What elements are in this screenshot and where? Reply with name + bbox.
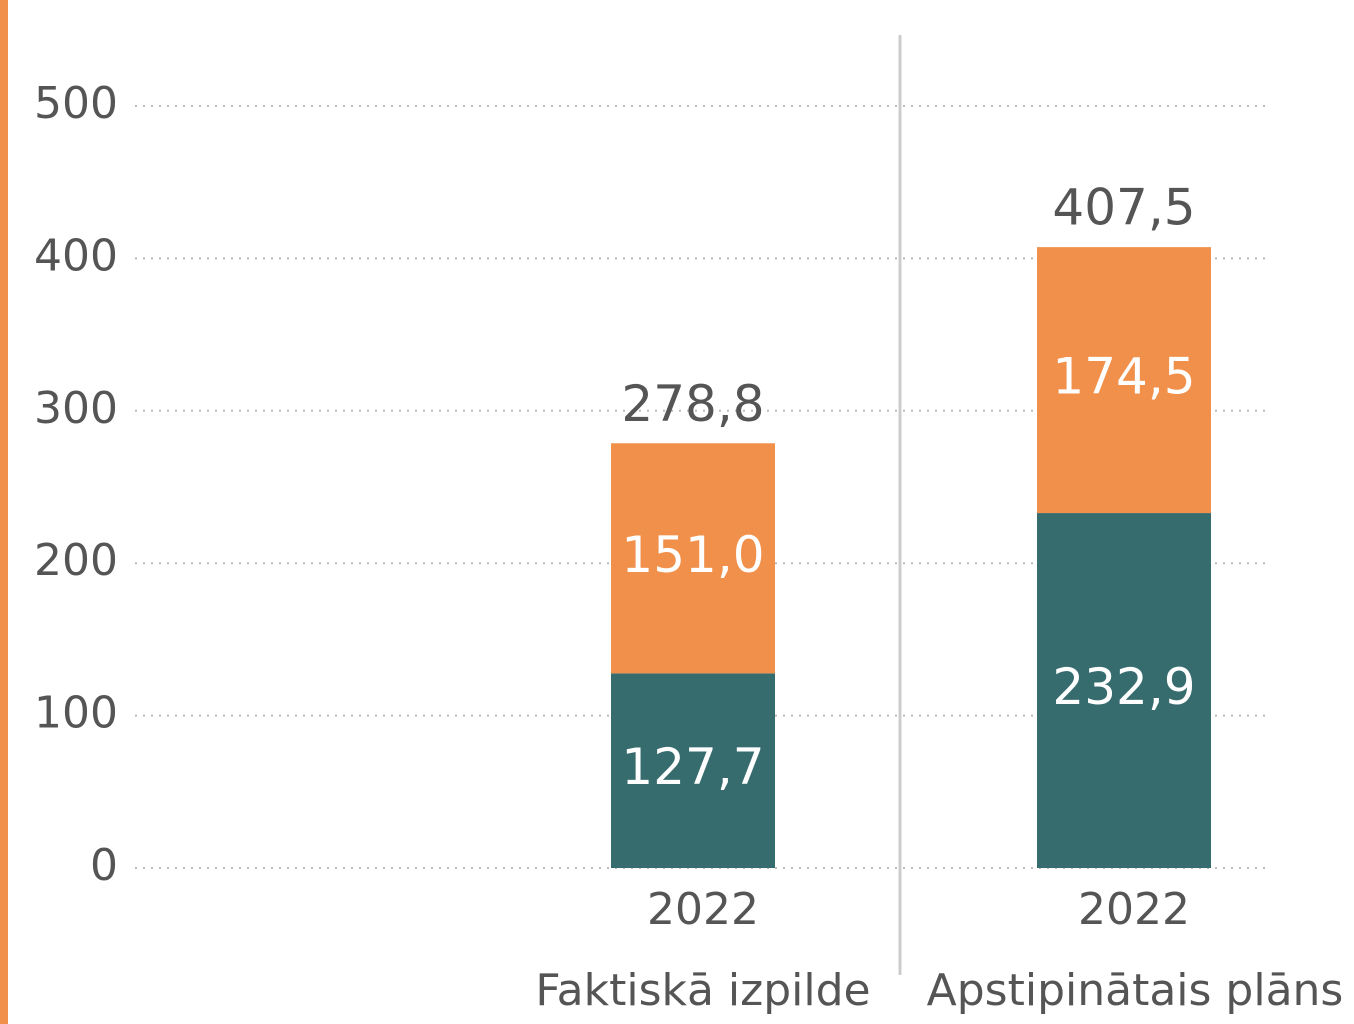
group-label: Apstipinātais plāns xyxy=(927,965,1344,1016)
total-label: 407,5 xyxy=(1052,179,1195,237)
y-tick-label: 500 xyxy=(34,78,118,129)
x-tick-label: 2022 xyxy=(1078,884,1190,935)
bar-segment xyxy=(1037,513,1211,868)
data-label: 127,7 xyxy=(621,738,764,796)
y-tick-label: 100 xyxy=(34,688,118,739)
accent-bar xyxy=(0,0,8,1024)
data-label: 174,5 xyxy=(1052,348,1195,406)
data-label: 151,0 xyxy=(621,526,764,584)
y-tick-label: 200 xyxy=(34,535,118,586)
group-label: Faktiskā izpilde xyxy=(535,965,870,1016)
bar-segment xyxy=(611,673,775,868)
bar-segment xyxy=(611,443,775,674)
y-tick-label: 400 xyxy=(34,230,118,281)
data-label: 232,9 xyxy=(1052,658,1195,716)
bar-segment xyxy=(1037,247,1211,514)
total-label: 278,8 xyxy=(621,375,764,433)
y-tick-label: 300 xyxy=(34,383,118,434)
y-tick-label: 0 xyxy=(90,840,118,891)
x-tick-label: 2022 xyxy=(647,884,759,935)
